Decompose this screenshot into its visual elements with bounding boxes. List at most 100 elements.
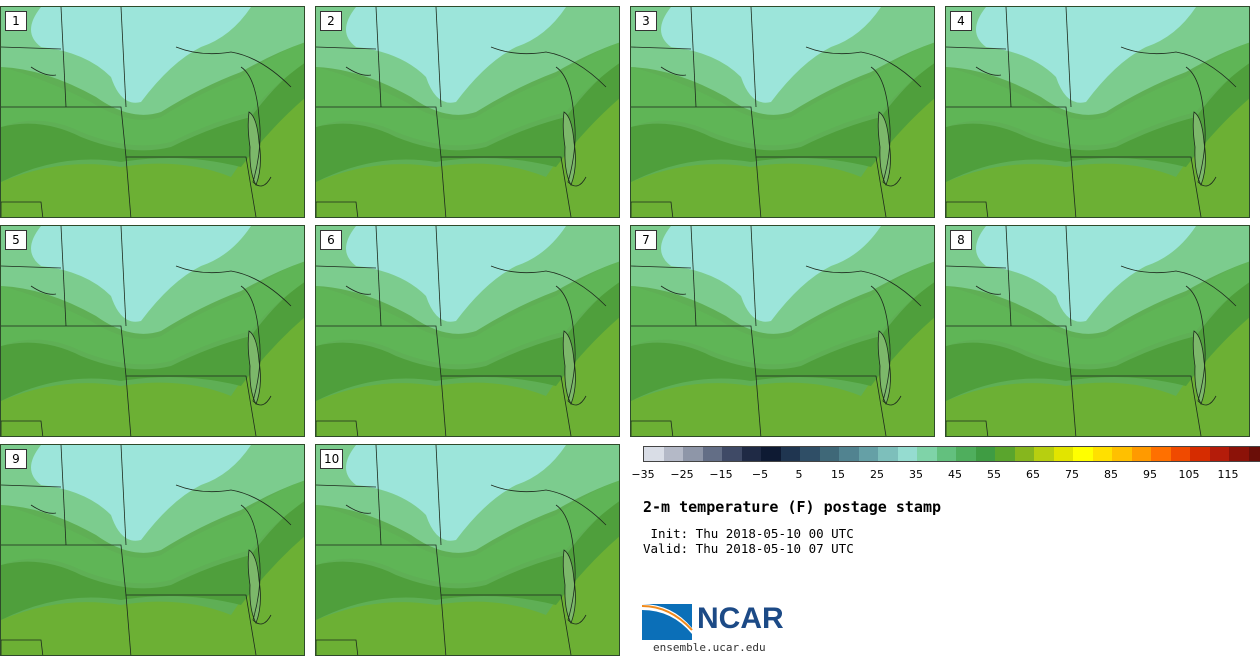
temperature-band (316, 88, 619, 217)
colorbar-swatch (1209, 447, 1229, 461)
colorbar-tick-label: 115 (1217, 468, 1239, 481)
state-boundary (1005, 7, 1012, 108)
colorbar-tick-label: −25 (670, 468, 694, 481)
temperature-band (976, 7, 1196, 103)
state-boundary (1065, 226, 1072, 327)
state-boundary (30, 504, 57, 514)
state-boundary (1, 46, 62, 50)
state-boundary (316, 201, 359, 217)
temperature-band (316, 307, 619, 436)
temperature-band (946, 261, 1249, 365)
state-boundary (1185, 66, 1217, 187)
temperature-band (1, 282, 304, 401)
member-panel-10: 10 (315, 444, 620, 656)
colorbar-tick-label: 95 (1143, 468, 1157, 481)
colorbar-tick-label: 65 (1026, 468, 1040, 481)
state-boundary (435, 226, 442, 327)
colorbar-tick-label: 55 (987, 468, 1001, 481)
temperature-band (1, 261, 304, 365)
state-boundary (1065, 7, 1072, 108)
temperature-map (946, 226, 1249, 436)
state-boundary (750, 226, 757, 327)
temperature-map (631, 226, 934, 436)
state-boundary (435, 445, 442, 546)
temperature-band (31, 445, 251, 541)
state-boundary (316, 46, 377, 50)
state-boundary (490, 265, 607, 307)
colorbar-swatch (936, 447, 956, 461)
temperature-band (316, 480, 619, 584)
state-boundary (125, 156, 132, 217)
temperature-map (316, 226, 619, 436)
state-boundary (755, 156, 762, 217)
colorbar-swatch (956, 447, 976, 461)
colorbar-swatch (800, 447, 820, 461)
state-boundary (1120, 46, 1237, 88)
member-label: 9 (5, 449, 27, 469)
member-label: 4 (950, 11, 972, 31)
colorbar-swatch (761, 447, 781, 461)
temperature-band (661, 226, 881, 322)
temperature-band (316, 63, 619, 182)
colorbar-swatch (897, 447, 917, 461)
state-boundary (1005, 226, 1012, 327)
temperature-band (1, 88, 304, 217)
temperature-band (346, 7, 566, 103)
temperature-band (316, 42, 619, 146)
member-label: 2 (320, 11, 342, 31)
state-boundary (1070, 375, 1077, 436)
state-boundary (975, 66, 1002, 76)
state-boundary (60, 226, 67, 327)
member-panel-6: 6 (315, 225, 620, 437)
member-panel-1: 1 (0, 6, 305, 218)
colorbar-tick-label: −35 (631, 468, 655, 481)
state-boundary (30, 285, 57, 295)
state-boundary (690, 7, 697, 108)
state-boundary (175, 484, 292, 526)
colorbar-swatch (819, 447, 839, 461)
state-boundary (240, 285, 272, 406)
state-boundary (375, 445, 382, 546)
member-label: 6 (320, 230, 342, 250)
state-boundary (555, 504, 587, 625)
lake-michigan (247, 330, 261, 405)
lake-michigan (562, 111, 576, 186)
member-panel-5: 5 (0, 225, 305, 437)
colorbar-tick-label: 85 (1104, 468, 1118, 481)
state-boundary (240, 504, 272, 625)
temperature-band (31, 7, 251, 103)
colorbar-swatch (858, 447, 878, 461)
temperature-band (946, 88, 1249, 217)
colorbar-swatch (1034, 447, 1054, 461)
state-boundary (440, 375, 447, 436)
colorbar-tick-label: 5 (795, 468, 803, 481)
temperature-band (1, 42, 304, 146)
temperature-band (316, 282, 619, 401)
state-boundary (631, 46, 692, 50)
state-boundary (1, 201, 44, 217)
state-boundary (660, 66, 687, 76)
temperature-band (946, 63, 1249, 182)
state-boundary (30, 66, 57, 76)
member-panel-3: 3 (630, 6, 935, 218)
temperature-band (1, 480, 304, 584)
lake-michigan (562, 549, 576, 624)
state-boundary (490, 46, 607, 88)
lake-michigan (562, 330, 576, 405)
state-boundary (946, 46, 1007, 50)
lake-michigan (877, 330, 891, 405)
temperature-map (946, 7, 1249, 217)
member-label: 10 (320, 449, 344, 469)
member-panel-9: 9 (0, 444, 305, 656)
colorbar-swatch (1053, 447, 1073, 461)
state-boundary (870, 285, 902, 406)
colorbar-swatch (1151, 447, 1171, 461)
temperature-colorbar: −35 −25 −15 −5 5 15 25 35 45 55 65 75 85 95 105 115 (631, 442, 1260, 482)
state-boundary (946, 420, 989, 436)
state-boundary (1, 484, 62, 488)
member-panel-2: 2 (315, 6, 620, 218)
colorbar-swatch (1229, 447, 1249, 461)
colorbar-swatch (1170, 447, 1190, 461)
state-boundary (631, 420, 674, 436)
logo-url: ensemble.ucar.edu (653, 641, 766, 654)
